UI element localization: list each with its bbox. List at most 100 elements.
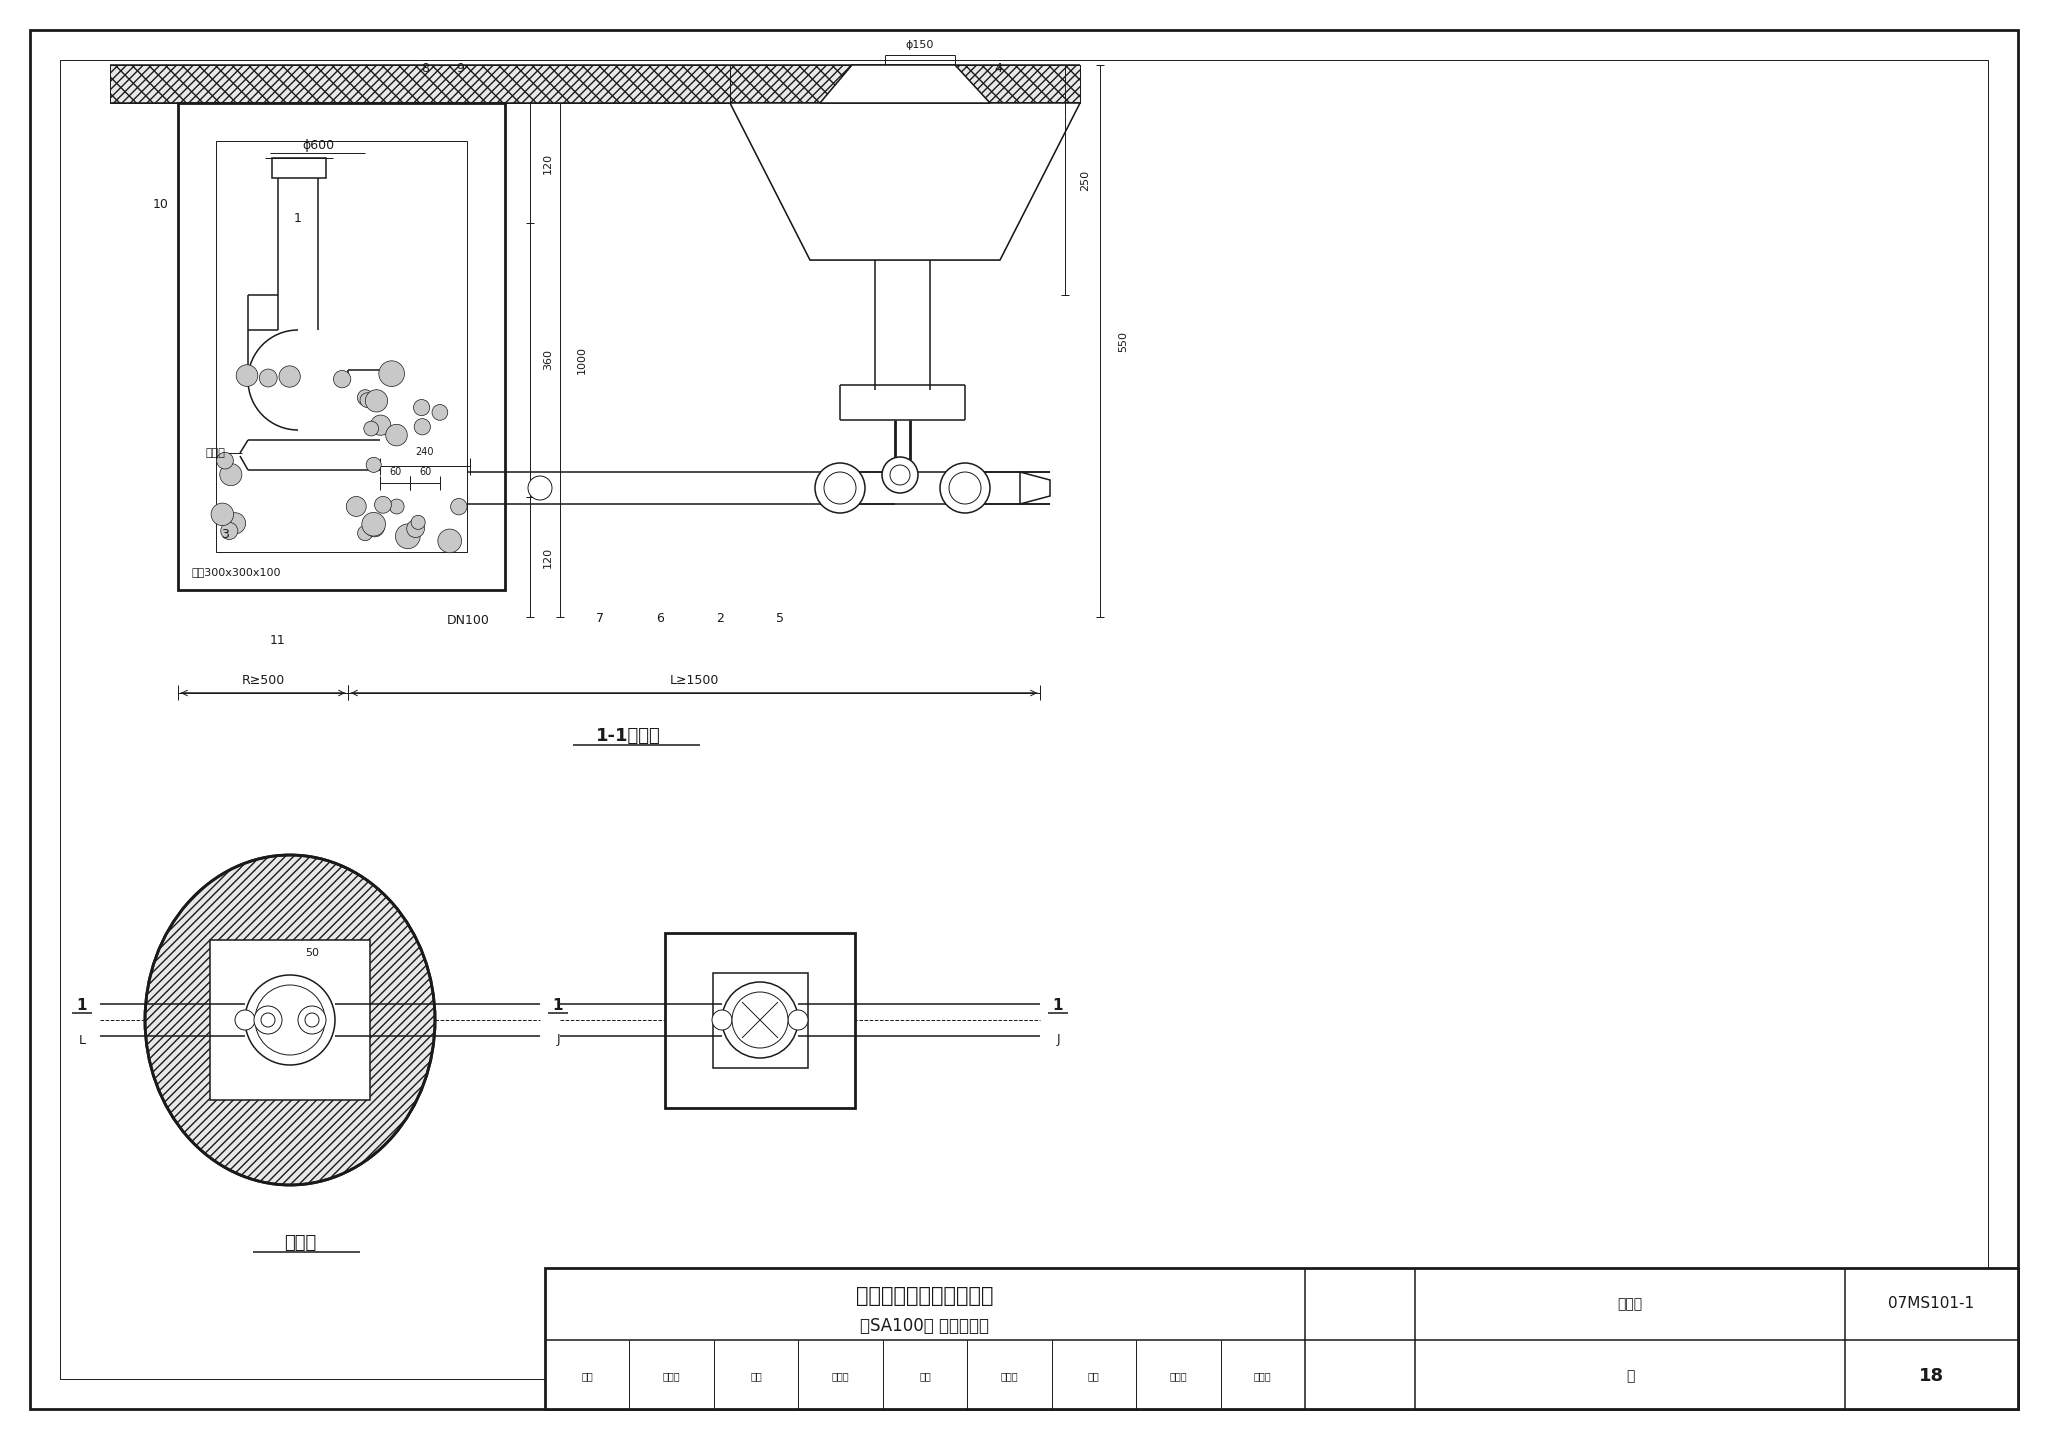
- Circle shape: [211, 504, 233, 525]
- Circle shape: [254, 1006, 283, 1035]
- Circle shape: [438, 530, 461, 553]
- Text: 1: 1: [1053, 997, 1063, 1013]
- Circle shape: [395, 524, 420, 548]
- Text: 刘小洳: 刘小洳: [1253, 1371, 1272, 1381]
- Bar: [211, 940, 371, 1099]
- Circle shape: [279, 366, 301, 387]
- Bar: [272, 158, 326, 178]
- Circle shape: [221, 522, 238, 540]
- Text: 4: 4: [993, 62, 1001, 75]
- Bar: [111, 65, 729, 104]
- Bar: [467, 104, 506, 590]
- Text: 9: 9: [457, 62, 465, 75]
- Text: 11: 11: [270, 633, 287, 646]
- Bar: [666, 932, 854, 1108]
- Circle shape: [256, 986, 326, 1055]
- Circle shape: [365, 422, 379, 436]
- Text: 10: 10: [154, 199, 168, 212]
- Text: 5: 5: [776, 612, 784, 625]
- Bar: [215, 141, 467, 553]
- Circle shape: [358, 525, 373, 541]
- Circle shape: [246, 976, 336, 1065]
- Circle shape: [225, 512, 246, 534]
- Text: 60: 60: [420, 468, 432, 476]
- Bar: [729, 65, 1079, 104]
- Text: 6: 6: [655, 612, 664, 625]
- Text: R≥500: R≥500: [242, 673, 285, 686]
- Text: ϕ600: ϕ600: [301, 138, 334, 151]
- Text: 支墩300x300x100: 支墩300x300x100: [193, 567, 281, 577]
- Circle shape: [389, 499, 403, 514]
- Circle shape: [528, 476, 553, 499]
- Text: （SA100型 支管浅装）: （SA100型 支管浅装）: [860, 1317, 989, 1335]
- Circle shape: [891, 465, 909, 485]
- Text: 18: 18: [1919, 1367, 1944, 1384]
- Text: 2: 2: [717, 612, 723, 625]
- Text: 金学泰: 金学泰: [664, 1371, 680, 1381]
- Circle shape: [305, 1013, 319, 1027]
- Text: 120: 120: [543, 547, 553, 567]
- Text: 韩彩明: 韩彩明: [1001, 1371, 1018, 1381]
- Circle shape: [360, 393, 375, 407]
- Text: 07MS101-1: 07MS101-1: [1888, 1297, 1974, 1311]
- Bar: [545, 1268, 2017, 1409]
- Text: 室外地下式消火栓安装图: 室外地下式消火栓安装图: [856, 1286, 993, 1307]
- Text: 7: 7: [596, 612, 604, 625]
- Circle shape: [219, 463, 242, 485]
- Text: 设计: 设计: [1087, 1371, 1100, 1381]
- Circle shape: [346, 496, 367, 517]
- Bar: [178, 104, 506, 590]
- Text: 550: 550: [1118, 331, 1128, 351]
- Text: 1: 1: [76, 997, 88, 1013]
- Circle shape: [236, 364, 258, 387]
- Polygon shape: [1020, 472, 1051, 504]
- Circle shape: [362, 512, 385, 537]
- Text: 泄水口: 泄水口: [205, 448, 225, 458]
- Bar: [713, 973, 809, 1068]
- Text: 审核: 审核: [582, 1371, 594, 1381]
- Circle shape: [788, 1010, 809, 1030]
- Circle shape: [365, 517, 385, 537]
- Circle shape: [367, 458, 381, 472]
- Bar: [215, 553, 467, 590]
- Polygon shape: [819, 65, 989, 104]
- Circle shape: [371, 414, 391, 435]
- Circle shape: [414, 400, 430, 416]
- Text: 1-1剖面图: 1-1剖面图: [596, 727, 659, 745]
- Circle shape: [217, 452, 233, 469]
- Bar: [729, 65, 1079, 104]
- Circle shape: [408, 519, 424, 538]
- Circle shape: [299, 1006, 326, 1035]
- Circle shape: [365, 390, 387, 412]
- Text: J: J: [1057, 1033, 1059, 1046]
- Text: J: J: [557, 1033, 559, 1046]
- Ellipse shape: [145, 855, 434, 1184]
- Text: 240: 240: [416, 448, 434, 458]
- Circle shape: [823, 472, 856, 504]
- Bar: [111, 65, 729, 104]
- Text: 50: 50: [305, 948, 319, 958]
- Text: 平面图: 平面图: [285, 1235, 315, 1252]
- Circle shape: [432, 404, 449, 420]
- Text: 120: 120: [543, 153, 553, 174]
- Text: 校对: 校对: [750, 1371, 762, 1381]
- Text: 1: 1: [295, 212, 301, 224]
- Text: 1: 1: [553, 997, 563, 1013]
- Text: 8: 8: [422, 62, 428, 75]
- Circle shape: [723, 981, 799, 1058]
- Text: 页: 页: [1626, 1368, 1634, 1383]
- Polygon shape: [729, 104, 1079, 260]
- Circle shape: [356, 390, 373, 406]
- Circle shape: [451, 498, 467, 515]
- Circle shape: [236, 1010, 256, 1030]
- Text: 360: 360: [543, 350, 553, 370]
- Circle shape: [815, 463, 864, 512]
- Polygon shape: [819, 65, 989, 104]
- Circle shape: [375, 496, 391, 514]
- Text: L: L: [78, 1033, 86, 1046]
- Text: ϕ150: ϕ150: [905, 40, 934, 50]
- Text: L≥1500: L≥1500: [670, 673, 719, 686]
- Text: 60: 60: [389, 468, 401, 476]
- Text: DN100: DN100: [446, 613, 489, 626]
- Polygon shape: [729, 104, 1079, 260]
